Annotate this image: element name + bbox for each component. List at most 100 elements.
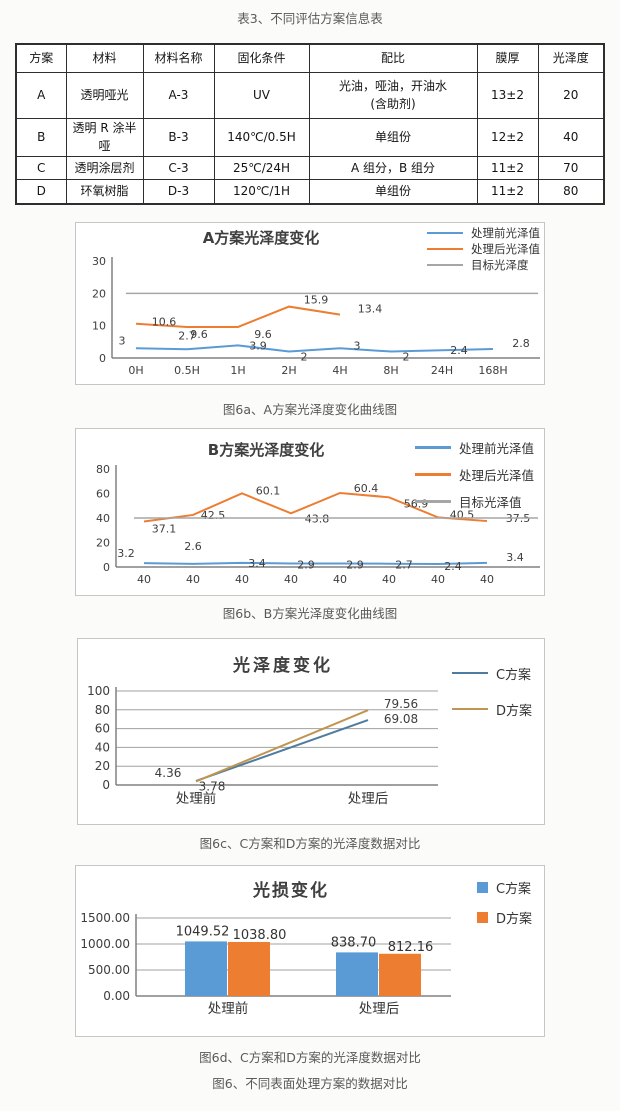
x-axis-tick: 处理前 bbox=[176, 790, 217, 807]
data-label: 9.6 bbox=[190, 328, 208, 341]
data-label: 79.56 bbox=[384, 697, 418, 711]
table-header-cell: 方案 bbox=[15, 43, 67, 73]
y-axis-tick: 500.00 bbox=[88, 963, 130, 977]
legend-swatch-icon bbox=[427, 263, 463, 267]
table-header-cell: 光泽度 bbox=[537, 43, 605, 73]
data-label: 3.78 bbox=[199, 779, 226, 793]
table-header-cell: 材料 bbox=[65, 43, 144, 73]
table-cell: C bbox=[15, 155, 67, 180]
y-axis-tick: 80 bbox=[96, 463, 110, 476]
data-label: 15.9 bbox=[304, 294, 329, 307]
legend-swatch-icon bbox=[427, 247, 463, 251]
table-header-cell: 固化条件 bbox=[213, 43, 310, 73]
data-label: 2.9 bbox=[297, 558, 315, 571]
data-label: 3 bbox=[119, 334, 126, 347]
scheme-info-table: 方案 材料 材料名称 固化条件 配比 膜厚 光泽度 A 透明哑光 A-3 UV 光油，哑油，开油水 … bbox=[15, 43, 605, 205]
legend-swatch-icon bbox=[476, 881, 488, 893]
chart-d-box: 光损变化 C方案 D方案 0.00 500.00 1000.00 1500.00 处理前 处… bbox=[75, 865, 545, 1037]
table-cell: 透明涂层剂 bbox=[65, 155, 144, 180]
data-label: 3 bbox=[354, 339, 361, 352]
chart-legend: C方案 D方案 bbox=[451, 655, 532, 727]
chart-canvas: 0.00 500.00 1000.00 1500.00 处理前 处理后 1049.52 838… bbox=[80, 911, 451, 1017]
x-axis-tick: 1H bbox=[230, 364, 245, 377]
chart-legend: 处理前光泽值 处理后光泽值 目标光泽值 bbox=[414, 434, 534, 515]
table-cell: 透明哑光 bbox=[65, 71, 144, 119]
legend-item: D方案 bbox=[451, 691, 532, 727]
data-label: 37.1 bbox=[152, 523, 177, 536]
x-axis-tick: 处理前 bbox=[208, 1000, 249, 1017]
data-label: 838.70 bbox=[331, 935, 377, 950]
legend-item: 处理后光泽值 bbox=[414, 461, 534, 488]
y-axis-tick: 20 bbox=[95, 759, 110, 773]
y-axis-tick: 60 bbox=[95, 722, 110, 736]
y-axis-tick: 40 bbox=[96, 512, 110, 525]
table-cell: 环氧树脂 bbox=[65, 178, 144, 205]
table-header-cell: 配比 bbox=[308, 43, 478, 73]
table-cell: 光油，哑油，开油水 (含助剂) bbox=[308, 71, 478, 119]
x-axis-tick: 40 bbox=[137, 573, 151, 586]
data-label: 69.08 bbox=[384, 712, 418, 726]
table-cell: 20 bbox=[537, 71, 605, 119]
bar bbox=[228, 941, 270, 996]
legend-label: 处理前光泽值 bbox=[458, 441, 534, 456]
table-cell: A bbox=[15, 71, 67, 119]
chart-title: 光损变化 bbox=[253, 881, 329, 901]
x-axis-tick: 8H bbox=[383, 364, 398, 377]
data-label: 60.4 bbox=[354, 482, 379, 495]
figure-caption-6b: 图6b、B方案光泽度变化曲线图 bbox=[222, 606, 398, 621]
legend-swatch-icon bbox=[427, 231, 463, 235]
table-cell: B-3 bbox=[142, 117, 215, 157]
legend-swatch-icon bbox=[414, 500, 451, 503]
data-label: 42.5 bbox=[201, 509, 226, 522]
data-label: 43.8 bbox=[305, 512, 330, 525]
chart-c-box: 光泽度变化 C方案 D方案 0 20 40 60 80 100 处理前 处理后 4.36 69.08… bbox=[77, 638, 545, 825]
legend-item: 处理前光泽值 bbox=[427, 225, 540, 241]
chart-title: B方案光泽度变化 bbox=[207, 441, 325, 459]
y-axis-tick: 1500.00 bbox=[80, 911, 130, 925]
legend-swatch-icon bbox=[451, 671, 488, 675]
series-line bbox=[195, 719, 369, 782]
table-cell: 80 bbox=[537, 178, 605, 205]
x-axis-tick: 40 bbox=[186, 573, 200, 586]
x-axis-tick: 24H bbox=[431, 364, 453, 377]
table-header-cell: 膜厚 bbox=[476, 43, 539, 73]
table-row: B 透明 R 涂半哑 B-3 140℃/0.5H 单组份 12±2 40 bbox=[15, 117, 605, 157]
series-line bbox=[195, 709, 369, 783]
table-cell: C-3 bbox=[142, 155, 215, 180]
x-axis-tick: 40 bbox=[382, 573, 396, 586]
legend-swatch-icon bbox=[476, 911, 488, 923]
data-label: 2.4 bbox=[450, 344, 468, 357]
table-cell: 40 bbox=[537, 117, 605, 157]
legend-label: C方案 bbox=[495, 881, 532, 897]
table-cell: D bbox=[15, 178, 67, 205]
x-axis-tick: 40 bbox=[431, 573, 445, 586]
legend-label: 处理后光泽值 bbox=[458, 468, 534, 483]
table-row: C 透明涂层剂 C-3 25℃/24H A 组分，B 组分 11±2 70 bbox=[15, 155, 605, 180]
table-cell: 70 bbox=[537, 155, 605, 180]
y-axis-tick: 0 bbox=[103, 561, 110, 574]
data-label: 2.7 bbox=[178, 329, 196, 342]
chart-legend: 处理前光泽值 处理后光泽值 目标光泽度 bbox=[427, 225, 540, 273]
table-row: D 环氧树脂 D-3 120℃/1H 单组份 11±2 80 bbox=[15, 178, 605, 205]
table-row: A 透明哑光 A-3 UV 光油，哑油，开油水 (含助剂) 13±2 20 bbox=[15, 71, 605, 119]
bar bbox=[379, 953, 421, 996]
table-cell: 11±2 bbox=[476, 178, 539, 205]
bar bbox=[185, 941, 227, 996]
table-cell: 140℃/0.5H bbox=[213, 117, 310, 157]
figure-caption-6: 图6、不同表面处理方案的数据对比 bbox=[212, 1076, 408, 1091]
table-cell: 25℃/24H bbox=[213, 155, 310, 180]
y-axis-tick: 0.00 bbox=[103, 989, 130, 1003]
legend-swatch-icon bbox=[414, 446, 451, 449]
legend-item: D方案 bbox=[476, 902, 532, 932]
legend-label: 目标光泽度 bbox=[471, 258, 529, 272]
table-cell: 单组份 bbox=[308, 117, 478, 157]
data-label: 812.16 bbox=[388, 940, 434, 955]
legend-label: D方案 bbox=[495, 703, 532, 719]
chart-b-box: B方案光泽度变化 处理前光泽值 处理后光泽值 目标光泽值 0 20 40 60 80 40 40… bbox=[75, 428, 545, 596]
chart-a-box: A方案光泽度变化 处理前光泽值 处理后光泽值 目标光泽度 0 10 20 30 0H 0.5H… bbox=[75, 222, 545, 385]
y-axis-tick: 0 bbox=[99, 352, 106, 365]
data-label: 13.4 bbox=[358, 303, 383, 316]
table-cell: B bbox=[15, 117, 67, 157]
y-axis-tick: 30 bbox=[92, 255, 106, 268]
